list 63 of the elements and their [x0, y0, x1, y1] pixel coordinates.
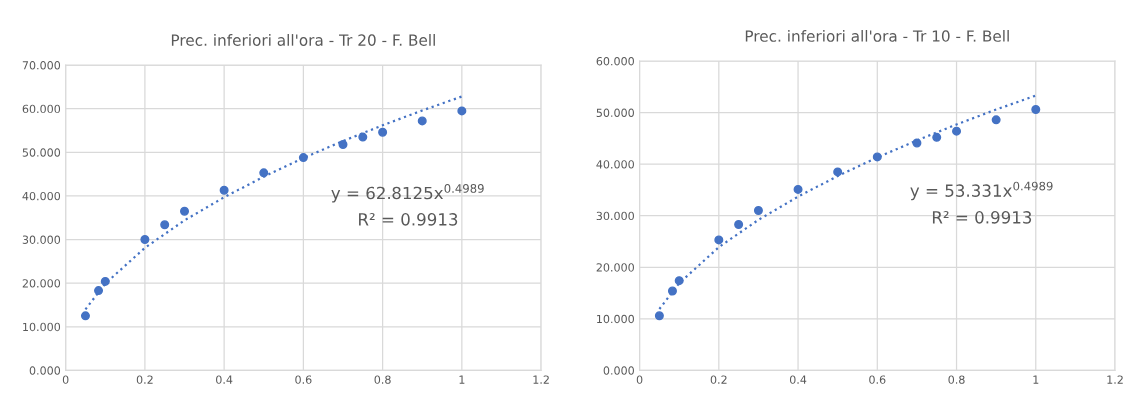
point	[378, 127, 388, 137]
point	[793, 184, 803, 194]
x-tick-label: 0.2	[710, 375, 727, 384]
y-tick-label: 70.000	[22, 61, 61, 70]
point	[753, 206, 763, 216]
point	[674, 276, 684, 286]
x-tick-label: 0.6	[295, 375, 312, 384]
x-tick-label: 0.4	[216, 375, 233, 384]
y-tick-label: 20.000	[596, 263, 634, 272]
y-tick-label: 30.000	[22, 235, 61, 244]
y-tick-label: 40.000	[596, 160, 634, 169]
y-tick-label: 0.000	[603, 366, 634, 375]
x-tick-label: 0.2	[136, 375, 153, 384]
point	[654, 311, 664, 321]
x-tick-label: 0.8	[948, 375, 965, 384]
y-tick-label: 30.000	[596, 211, 634, 221]
point	[94, 286, 104, 296]
x-tick-label: 0	[62, 375, 69, 384]
x-tick-label: 0.6	[869, 375, 886, 384]
y-tick-label: 0.000	[29, 366, 61, 375]
point	[259, 168, 269, 178]
point	[358, 132, 368, 142]
y-tick-label: 60.000	[22, 104, 61, 114]
point	[952, 126, 962, 136]
point	[457, 106, 467, 116]
point	[140, 235, 150, 245]
point	[180, 206, 190, 216]
point	[298, 153, 308, 163]
point	[912, 138, 922, 148]
point	[734, 219, 744, 229]
point	[338, 139, 348, 149]
y-tick-label: 20.000	[22, 279, 61, 288]
x-tick-label: 1.2	[1107, 375, 1123, 384]
point	[417, 116, 427, 126]
y-tick-label: 40.000	[22, 191, 61, 201]
chart-title: Prec. inferiori all'ora - Tr 20 - F. Bell	[171, 34, 435, 46]
y-tick-label: 50.000	[596, 108, 634, 117]
y-tick-label: 50.000	[22, 148, 61, 157]
annotation: y = 53.331x$^{0.4989}$	[910, 181, 1053, 201]
point	[667, 286, 677, 296]
point	[833, 167, 843, 177]
x-tick-label: 0.4	[789, 375, 807, 384]
point	[714, 235, 724, 245]
y-tick-label: 60.000	[596, 57, 634, 66]
point	[160, 220, 170, 230]
point	[1031, 105, 1041, 115]
annotation: R² = 0.9913	[932, 211, 1032, 224]
x-tick-label: 1	[459, 375, 465, 384]
y-tick-label: 10.000	[23, 322, 61, 332]
point	[872, 152, 882, 162]
annotation: y = 62.8125x$^{0.4989}$	[331, 183, 484, 203]
point	[991, 115, 1001, 125]
x-tick-label: 1	[1033, 375, 1039, 384]
y-tick-label: 10.000	[597, 314, 634, 324]
point	[80, 311, 90, 321]
x-tick-label: 1.2	[533, 375, 549, 384]
x-tick-label: 0	[636, 375, 643, 384]
chart-title: Prec. inferiori all'ora - Tr 10 - F. Bell	[745, 30, 1009, 42]
annotation: R² = 0.9913	[359, 213, 458, 226]
point	[932, 132, 942, 142]
point	[100, 276, 110, 286]
x-tick-label: 0.8	[374, 375, 391, 384]
point	[219, 185, 229, 195]
